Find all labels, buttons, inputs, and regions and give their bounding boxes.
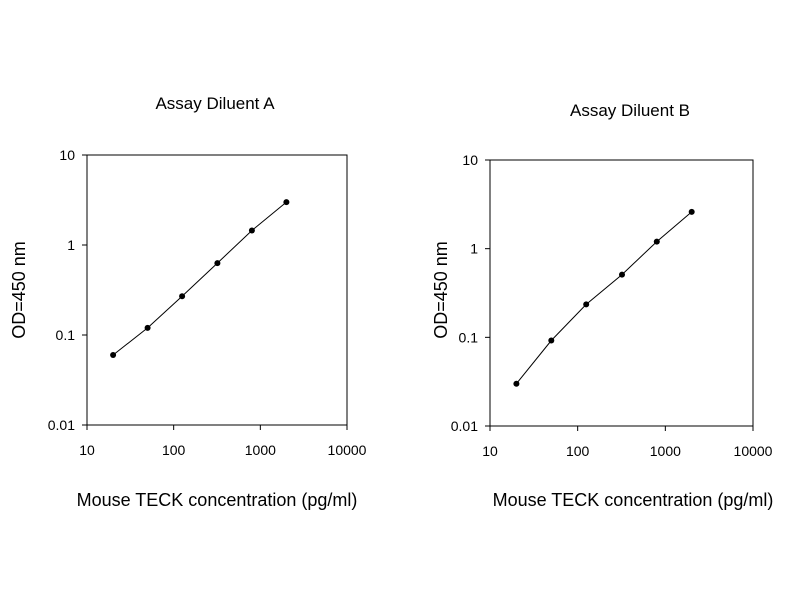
y-tick-label: 10 [462,152,478,168]
chart-svg-assay-diluent-b: Assay Diluent B OD=450 nm Mouse TECK con… [431,101,774,510]
data-point [214,260,221,267]
data-point [619,271,625,278]
y-tick-label: 10 [59,147,75,163]
y-axis-label: OD=450 nm [431,241,451,339]
data-point [248,227,255,234]
x-tick-label: 1000 [245,442,276,458]
data-point [583,301,590,308]
chart-panel-assay-diluent-b: Assay Diluent B OD=450 nm Mouse TECK con… [400,0,800,600]
plot-area-frame [86,154,348,426]
y-tick-label: 1 [470,241,478,257]
y-tick-label: 0.1 [56,327,76,343]
data-point [548,337,555,344]
data-point [688,208,695,215]
x-tick-label: 1000 [650,443,681,459]
y-tick-label: 0.01 [48,417,75,433]
series-line [112,201,287,356]
x-tick-label: 100 [162,442,186,458]
data-point [513,380,520,387]
chart-panel-assay-diluent-a: Assay Diluent A OD=450 nm Mouse TECK con… [9,94,367,510]
x-tick-label: 10 [79,442,95,458]
data-point [653,238,660,245]
y-tick-label: 0.01 [451,418,478,434]
data-point [110,352,117,358]
x-axis-label: Mouse TECK concentration (pg/ml) [493,490,774,510]
chart-title: Assay Diluent B [570,101,690,120]
chart-title: Assay Diluent A [155,94,275,113]
x-tick-label: 100 [566,443,590,459]
data-point [179,293,186,300]
x-tick-label: 10000 [734,443,773,459]
x-tick-label: 10000 [328,442,367,458]
data-point [144,324,151,331]
plot-area-frame [489,159,754,427]
y-tick-label: 0.1 [459,329,479,345]
x-tick-label: 10 [482,443,498,459]
series-line [516,211,693,385]
chart-svg-assay-diluent-a: Assay Diluent A OD=450 nm Mouse TECK con… [9,94,367,510]
y-tick-label: 1 [67,237,75,253]
x-axis-label: Mouse TECK concentration (pg/ml) [77,490,358,510]
y-axis-label: OD=450 nm [9,241,29,339]
data-point [283,199,290,206]
